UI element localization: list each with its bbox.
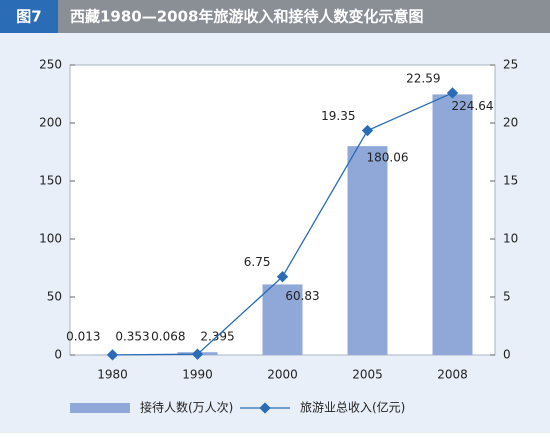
y-tick-label: 0 — [54, 348, 62, 362]
y-tick-label: 100 — [39, 232, 62, 246]
x-tick-label: 2000 — [267, 368, 298, 382]
line-value-label: 0.068 — [151, 330, 185, 344]
legend-label: 旅游业总收入(亿元) — [300, 400, 405, 415]
bar-value-label: 0.353 — [115, 330, 149, 344]
y-tick-label: 200 — [39, 116, 62, 130]
y2-tick-label: 0 — [503, 348, 511, 362]
y2-tick-label: 15 — [503, 174, 518, 188]
y-tick-label: 50 — [47, 290, 62, 304]
chart-title: 西藏1980—2008年旅游收入和接待人数变化示意图 — [70, 8, 424, 26]
line-value-label: 19.35 — [321, 109, 355, 123]
x-tick-label: 1980 — [97, 368, 128, 382]
legend-label: 接待人数(万人次) — [140, 400, 233, 415]
x-tick-label: 2005 — [352, 368, 383, 382]
line-value-label: 22.59 — [406, 71, 440, 85]
bar-value-label: 224.64 — [452, 99, 494, 113]
bar — [433, 94, 473, 355]
y2-tick-label: 5 — [503, 290, 511, 304]
line-value-label: 0.013 — [66, 330, 100, 344]
line-value-label: 6.75 — [244, 255, 271, 269]
y-tick-label: 250 — [39, 58, 62, 72]
legend-swatch — [70, 403, 130, 413]
bar-value-label: 60.83 — [285, 289, 319, 303]
bar — [348, 146, 388, 355]
y2-tick-label: 25 — [503, 58, 518, 72]
figure-label: 图7 — [16, 8, 41, 26]
y2-tick-label: 10 — [503, 232, 518, 246]
y2-tick-label: 20 — [503, 116, 518, 130]
x-tick-label: 1990 — [182, 368, 213, 382]
x-tick-label: 2008 — [437, 368, 468, 382]
y-tick-label: 150 — [39, 174, 62, 188]
bar-value-label: 180.06 — [367, 151, 409, 165]
